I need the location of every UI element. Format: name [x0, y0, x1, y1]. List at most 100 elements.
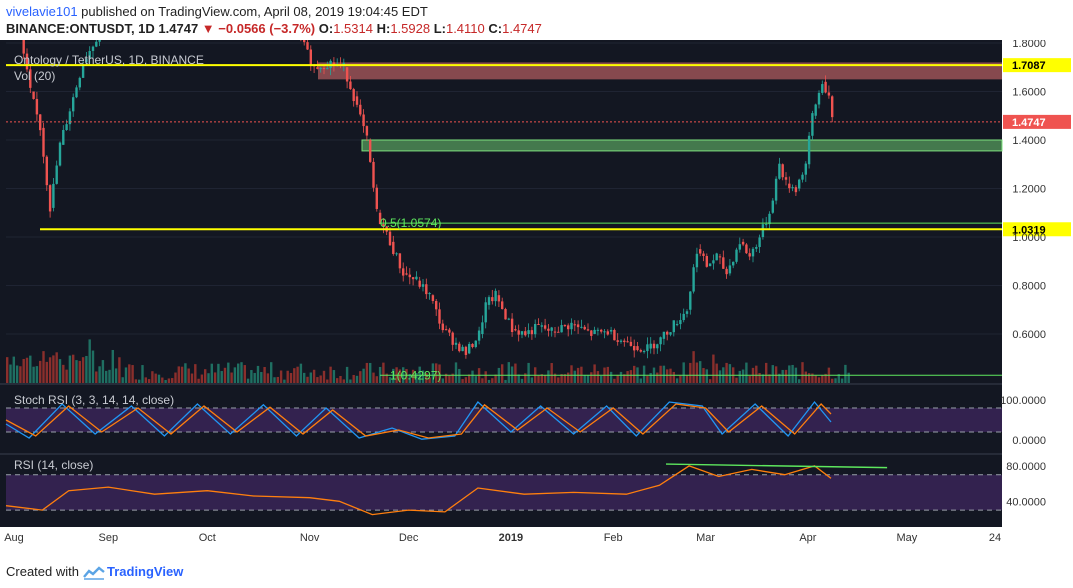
last-price-tag	[1003, 114, 1071, 129]
candle-body	[501, 301, 504, 310]
volume-bar	[243, 365, 246, 383]
candle-body	[672, 320, 675, 333]
time-tick-label: Sep	[99, 532, 119, 544]
volume-bar	[319, 375, 322, 383]
level-price-label: 1.0319	[1012, 224, 1046, 236]
volume-bar	[428, 377, 431, 383]
tradingview-brand[interactable]: TradingView	[106, 564, 184, 579]
volume-bar	[646, 375, 649, 383]
volume-bar	[62, 364, 65, 383]
volume-bar	[144, 377, 147, 383]
volume-bar	[312, 369, 316, 383]
fib-label: 0.5(1.0574)	[380, 216, 441, 230]
symbol-label: BINANCE:ONTUSDT, 1D	[6, 21, 155, 36]
candle-body	[48, 185, 52, 212]
candle-body	[431, 295, 435, 301]
down-arrow-icon: ▼	[201, 21, 215, 36]
volume-bar	[210, 363, 213, 383]
rsi-band	[6, 474, 1002, 511]
volume-bar	[197, 378, 200, 383]
candle-body	[332, 62, 336, 65]
candle-body	[778, 163, 781, 179]
volume-bar	[22, 358, 25, 383]
candle-body	[316, 67, 319, 69]
candle-body	[682, 313, 685, 321]
volume-bar	[626, 371, 629, 383]
fib-label: 1(0.4297)	[390, 368, 441, 382]
volume-bar	[101, 360, 105, 383]
volume-bar	[39, 360, 42, 383]
price-tick-label: 1.2000	[1012, 184, 1046, 196]
volume-bar	[151, 371, 154, 383]
chart-canvas[interactable]: 1.7087 1.4747 1.0319 0.5(1.0574) 1(0.4297) 1.…	[0, 40, 1073, 550]
candle-body	[303, 40, 306, 43]
volume-bar	[834, 378, 837, 383]
last-price-label: 1.4747	[1012, 117, 1046, 129]
price-tick-label: 1.6000	[1012, 87, 1046, 99]
volume-bar	[553, 373, 557, 383]
volume-bar	[771, 365, 774, 383]
volume-bar	[840, 378, 844, 383]
symbol-header: BINANCE:ONTUSDT, 1D 1.4747 ▼ −0.0566 (−3…	[6, 21, 542, 36]
volume-bar	[339, 375, 342, 383]
volume-bar	[484, 371, 487, 383]
volume-bar	[316, 377, 319, 383]
volume-bar	[32, 366, 35, 383]
candle-body	[636, 346, 639, 351]
volume-bar	[791, 364, 794, 383]
volume-bar	[761, 374, 765, 383]
candle-body	[811, 113, 814, 136]
candle-body	[755, 247, 758, 249]
candle-body	[484, 302, 487, 323]
volume-bar	[547, 370, 550, 383]
candle-body	[669, 332, 672, 335]
candle-body	[761, 224, 765, 237]
candle-body	[435, 300, 438, 310]
volume-bar	[666, 369, 669, 383]
volume-bar	[708, 379, 712, 383]
candle-body	[530, 330, 534, 335]
candle-body	[441, 323, 444, 331]
volume-bar	[303, 372, 306, 383]
stoch-line-d	[5, 403, 832, 439]
volume-bar	[237, 363, 240, 383]
time-tick-label: 2019	[499, 532, 523, 544]
time-tick-label: Mar	[696, 532, 715, 544]
candle-body	[715, 253, 718, 261]
candle-body	[781, 164, 784, 178]
candle-body	[474, 340, 477, 348]
time-tick-label: Feb	[604, 532, 623, 544]
candle-body	[95, 41, 98, 47]
volume-bar	[619, 371, 623, 383]
author-link[interactable]: vivelavie101	[6, 4, 78, 19]
volume-bar	[111, 349, 114, 383]
volume-bar	[322, 370, 326, 383]
volume-bar	[177, 366, 180, 383]
candle-body	[451, 332, 454, 345]
candle-body	[45, 156, 48, 186]
candle-body	[464, 346, 468, 355]
volume-bar	[425, 373, 428, 383]
candle-body	[510, 318, 514, 333]
volume-bar	[45, 361, 48, 383]
volume-bar	[157, 374, 161, 383]
candle-body	[78, 77, 81, 88]
candle-body	[563, 325, 567, 327]
volume-bar	[474, 376, 477, 383]
candle-body	[68, 111, 72, 125]
tradingview-logo-icon	[83, 565, 105, 580]
volume-bar	[623, 374, 626, 383]
volume-bar	[114, 368, 118, 383]
volume-bar	[633, 365, 636, 383]
volume-bar	[570, 365, 573, 383]
candle-body	[553, 331, 557, 333]
candle-body	[679, 320, 682, 325]
candle-body	[85, 58, 88, 63]
volume-bar	[256, 365, 260, 383]
candle-body	[583, 326, 586, 330]
time-tick-label: 24	[989, 532, 1001, 544]
stoch-tick-label: 0.0000	[1012, 435, 1046, 447]
time-tick-label: Oct	[199, 532, 216, 544]
candle-body	[375, 187, 378, 209]
volume-bar	[352, 374, 355, 383]
